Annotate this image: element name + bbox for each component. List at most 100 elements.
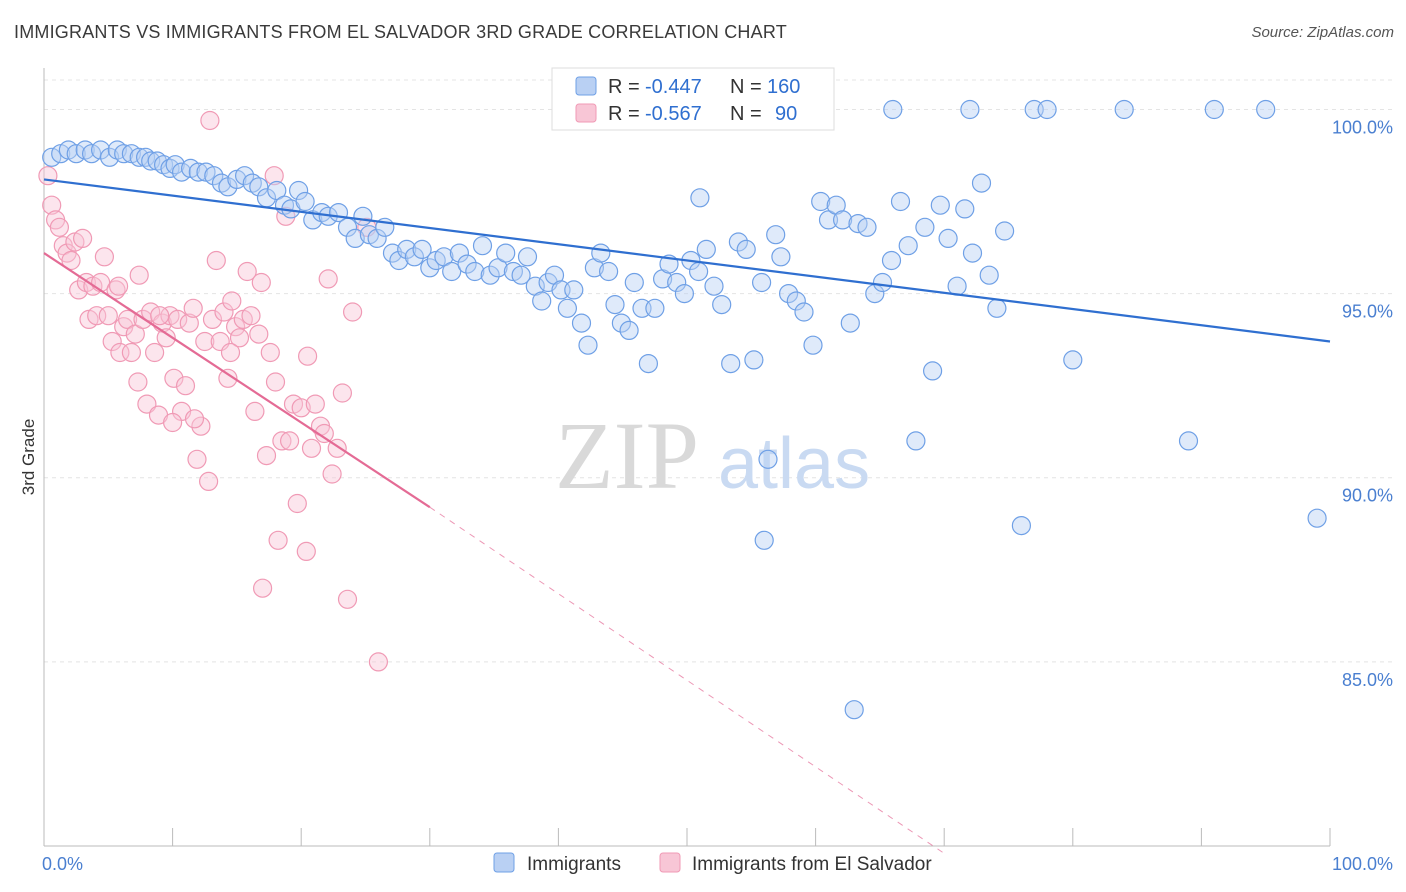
data-point (218, 368, 238, 388)
data-point (771, 247, 791, 267)
data-point (289, 180, 309, 201)
data-point (960, 99, 980, 120)
data-point (110, 342, 130, 363)
data-point (434, 247, 454, 267)
data-point (971, 173, 992, 193)
data-point (199, 471, 219, 491)
y-axis-label: 3rd Grade (19, 419, 38, 496)
trend-line-immigrants (43, 178, 1331, 343)
data-point (49, 217, 70, 237)
data-point (226, 317, 246, 337)
data-point (251, 272, 271, 293)
data-point (690, 188, 710, 208)
data-point (979, 265, 999, 285)
data-point (121, 342, 141, 363)
data-point (107, 140, 127, 160)
data-point (156, 328, 176, 348)
data-point (42, 195, 62, 215)
data-point (840, 313, 860, 333)
data-point (296, 541, 316, 562)
data-point (922, 361, 943, 381)
data-point (256, 446, 277, 466)
data-point (191, 416, 211, 436)
data-point (704, 276, 724, 296)
data-point (744, 350, 764, 370)
bottom-legend: Immigrants Immigrants from El Salvador (493, 852, 932, 875)
data-point (220, 342, 241, 363)
data-point (102, 331, 122, 352)
data-point (578, 335, 598, 355)
data-point (397, 239, 417, 259)
data-point (98, 306, 118, 326)
data-point (696, 239, 716, 259)
legend-n-value-1: 160 (767, 76, 800, 98)
data-point (930, 195, 950, 215)
data-point (314, 423, 334, 444)
data-point (272, 431, 292, 451)
data-point (591, 243, 611, 263)
data-point (766, 225, 786, 245)
legend-n-value-2: 90 (775, 103, 797, 125)
data-point (61, 250, 81, 271)
data-point (368, 652, 388, 672)
source-label: Source: ZipAtlas.com (1251, 24, 1394, 41)
data-point (557, 298, 578, 318)
x-tick-label-max: 100.0% (1332, 854, 1393, 874)
data-point (188, 162, 208, 182)
data-point (106, 280, 126, 300)
data-point (154, 155, 174, 175)
data-point (337, 589, 358, 609)
data-point (367, 228, 387, 248)
data-point (844, 700, 864, 720)
legend-r-value-2: -0.567 (645, 103, 702, 125)
data-point (211, 173, 232, 193)
data-point (496, 243, 516, 263)
data-point (150, 306, 170, 326)
data-point (571, 313, 592, 333)
data-point (165, 155, 185, 175)
watermark: ZIP atlas (555, 402, 870, 509)
y-tick-label: 95.0% (1342, 302, 1393, 322)
data-point (480, 265, 500, 285)
legend-swatch-blue (575, 76, 597, 96)
legend-n-label-1: N = (730, 76, 762, 98)
data-point (305, 394, 325, 414)
data-point (898, 236, 918, 256)
data-point (915, 217, 935, 237)
data-point (1204, 99, 1224, 120)
data-point (955, 199, 975, 219)
data-point (280, 431, 300, 451)
series-el-salvador-points (38, 110, 388, 672)
data-point (145, 342, 165, 363)
data-point (751, 272, 772, 293)
data-point (1037, 99, 1057, 120)
data-point (264, 166, 284, 186)
data-point (222, 291, 242, 311)
top-legend-box (551, 67, 835, 131)
data-point (260, 342, 280, 363)
watermark-zip: ZIP (555, 402, 699, 509)
data-point (291, 398, 311, 418)
data-point (605, 295, 625, 315)
watermark-atlas: atlas (718, 424, 870, 504)
data-point (420, 258, 440, 278)
bottom-legend-el-salvador: Immigrants from El Salvador (692, 854, 932, 875)
bottom-legend-immigrants: Immigrants (527, 854, 621, 875)
data-point (517, 247, 538, 267)
data-point (947, 276, 967, 296)
data-point (241, 306, 261, 326)
data-point (758, 449, 778, 469)
data-point (811, 191, 831, 212)
y-tick-labels: 85.0% 90.0% 95.0% 100.0% (1332, 117, 1393, 689)
data-point (688, 261, 709, 282)
top-legend: R = -0.447 N = 160 R = -0.567 N = 90 (551, 67, 835, 131)
data-point (449, 243, 469, 263)
trend-lines (43, 178, 1331, 854)
data-point (457, 254, 477, 274)
data-point (404, 247, 424, 267)
data-point (136, 147, 156, 167)
data-point (179, 313, 199, 333)
data-point (187, 449, 207, 469)
chart-title: IMMIGRANTS VS IMMIGRANTS FROM EL SALVADO… (14, 22, 787, 42)
data-point (778, 284, 799, 304)
